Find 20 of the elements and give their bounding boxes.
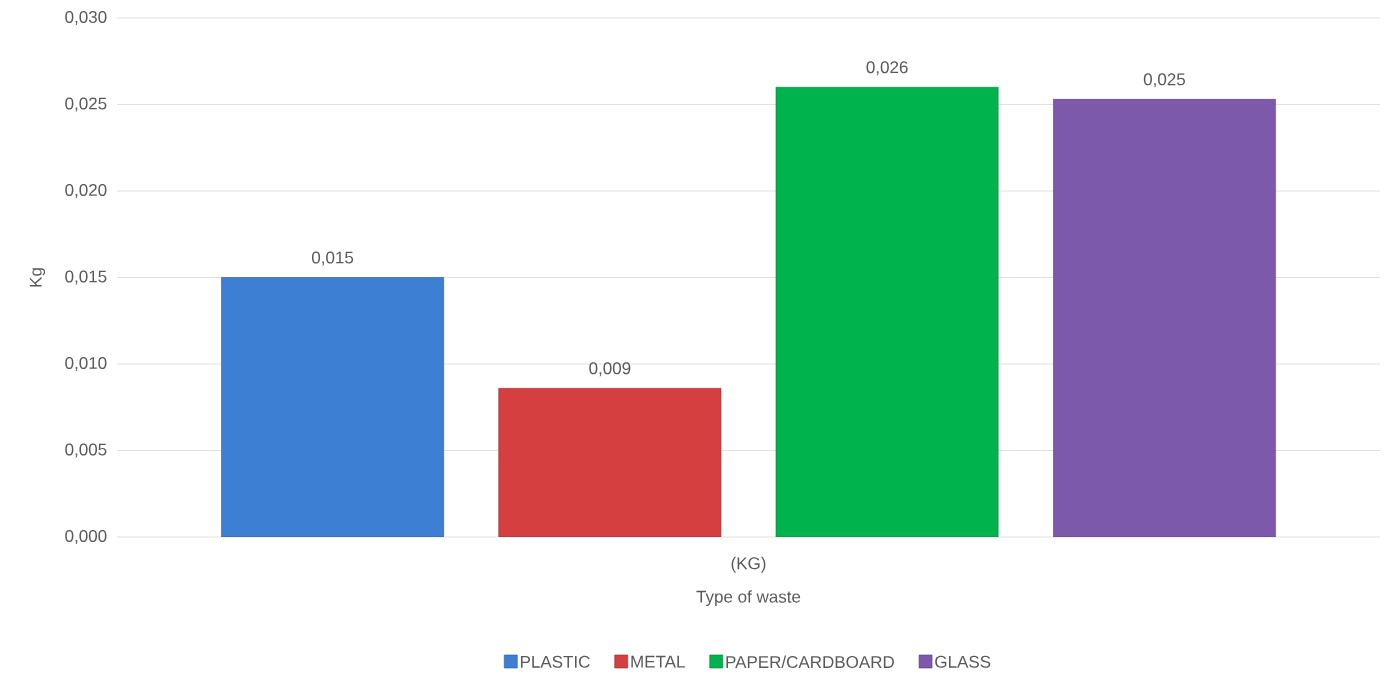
bar [221, 277, 445, 537]
y-tick-label: 0,005 [65, 443, 107, 458]
y-tick-label: 0,010 [65, 356, 107, 372]
data-label: 0,026 [866, 61, 908, 76]
y-tick-label: 0,015 [65, 270, 107, 285]
data-label: 0,015 [311, 251, 354, 266]
y-tick-label: 0,030 [65, 10, 107, 26]
x-axis-title: Type of waste [696, 590, 801, 607]
legend-label: GLASS [935, 655, 991, 668]
y-tick-label: 0,025 [65, 97, 107, 112]
bar [498, 387, 722, 537]
x-tick-label: (KG) [731, 556, 766, 573]
legend-label: PLASTIC [520, 655, 590, 668]
y-tick-label: 0,000 [65, 529, 107, 545]
data-label: 0,025 [1143, 73, 1185, 88]
legend-label: PAPER/CARDBOARD [726, 655, 894, 669]
y-tick-label: 0,020 [65, 183, 107, 199]
legend-label: METAL [631, 655, 685, 668]
y-axis-title: Kg [29, 268, 46, 287]
data-label: 0,009 [589, 362, 631, 377]
